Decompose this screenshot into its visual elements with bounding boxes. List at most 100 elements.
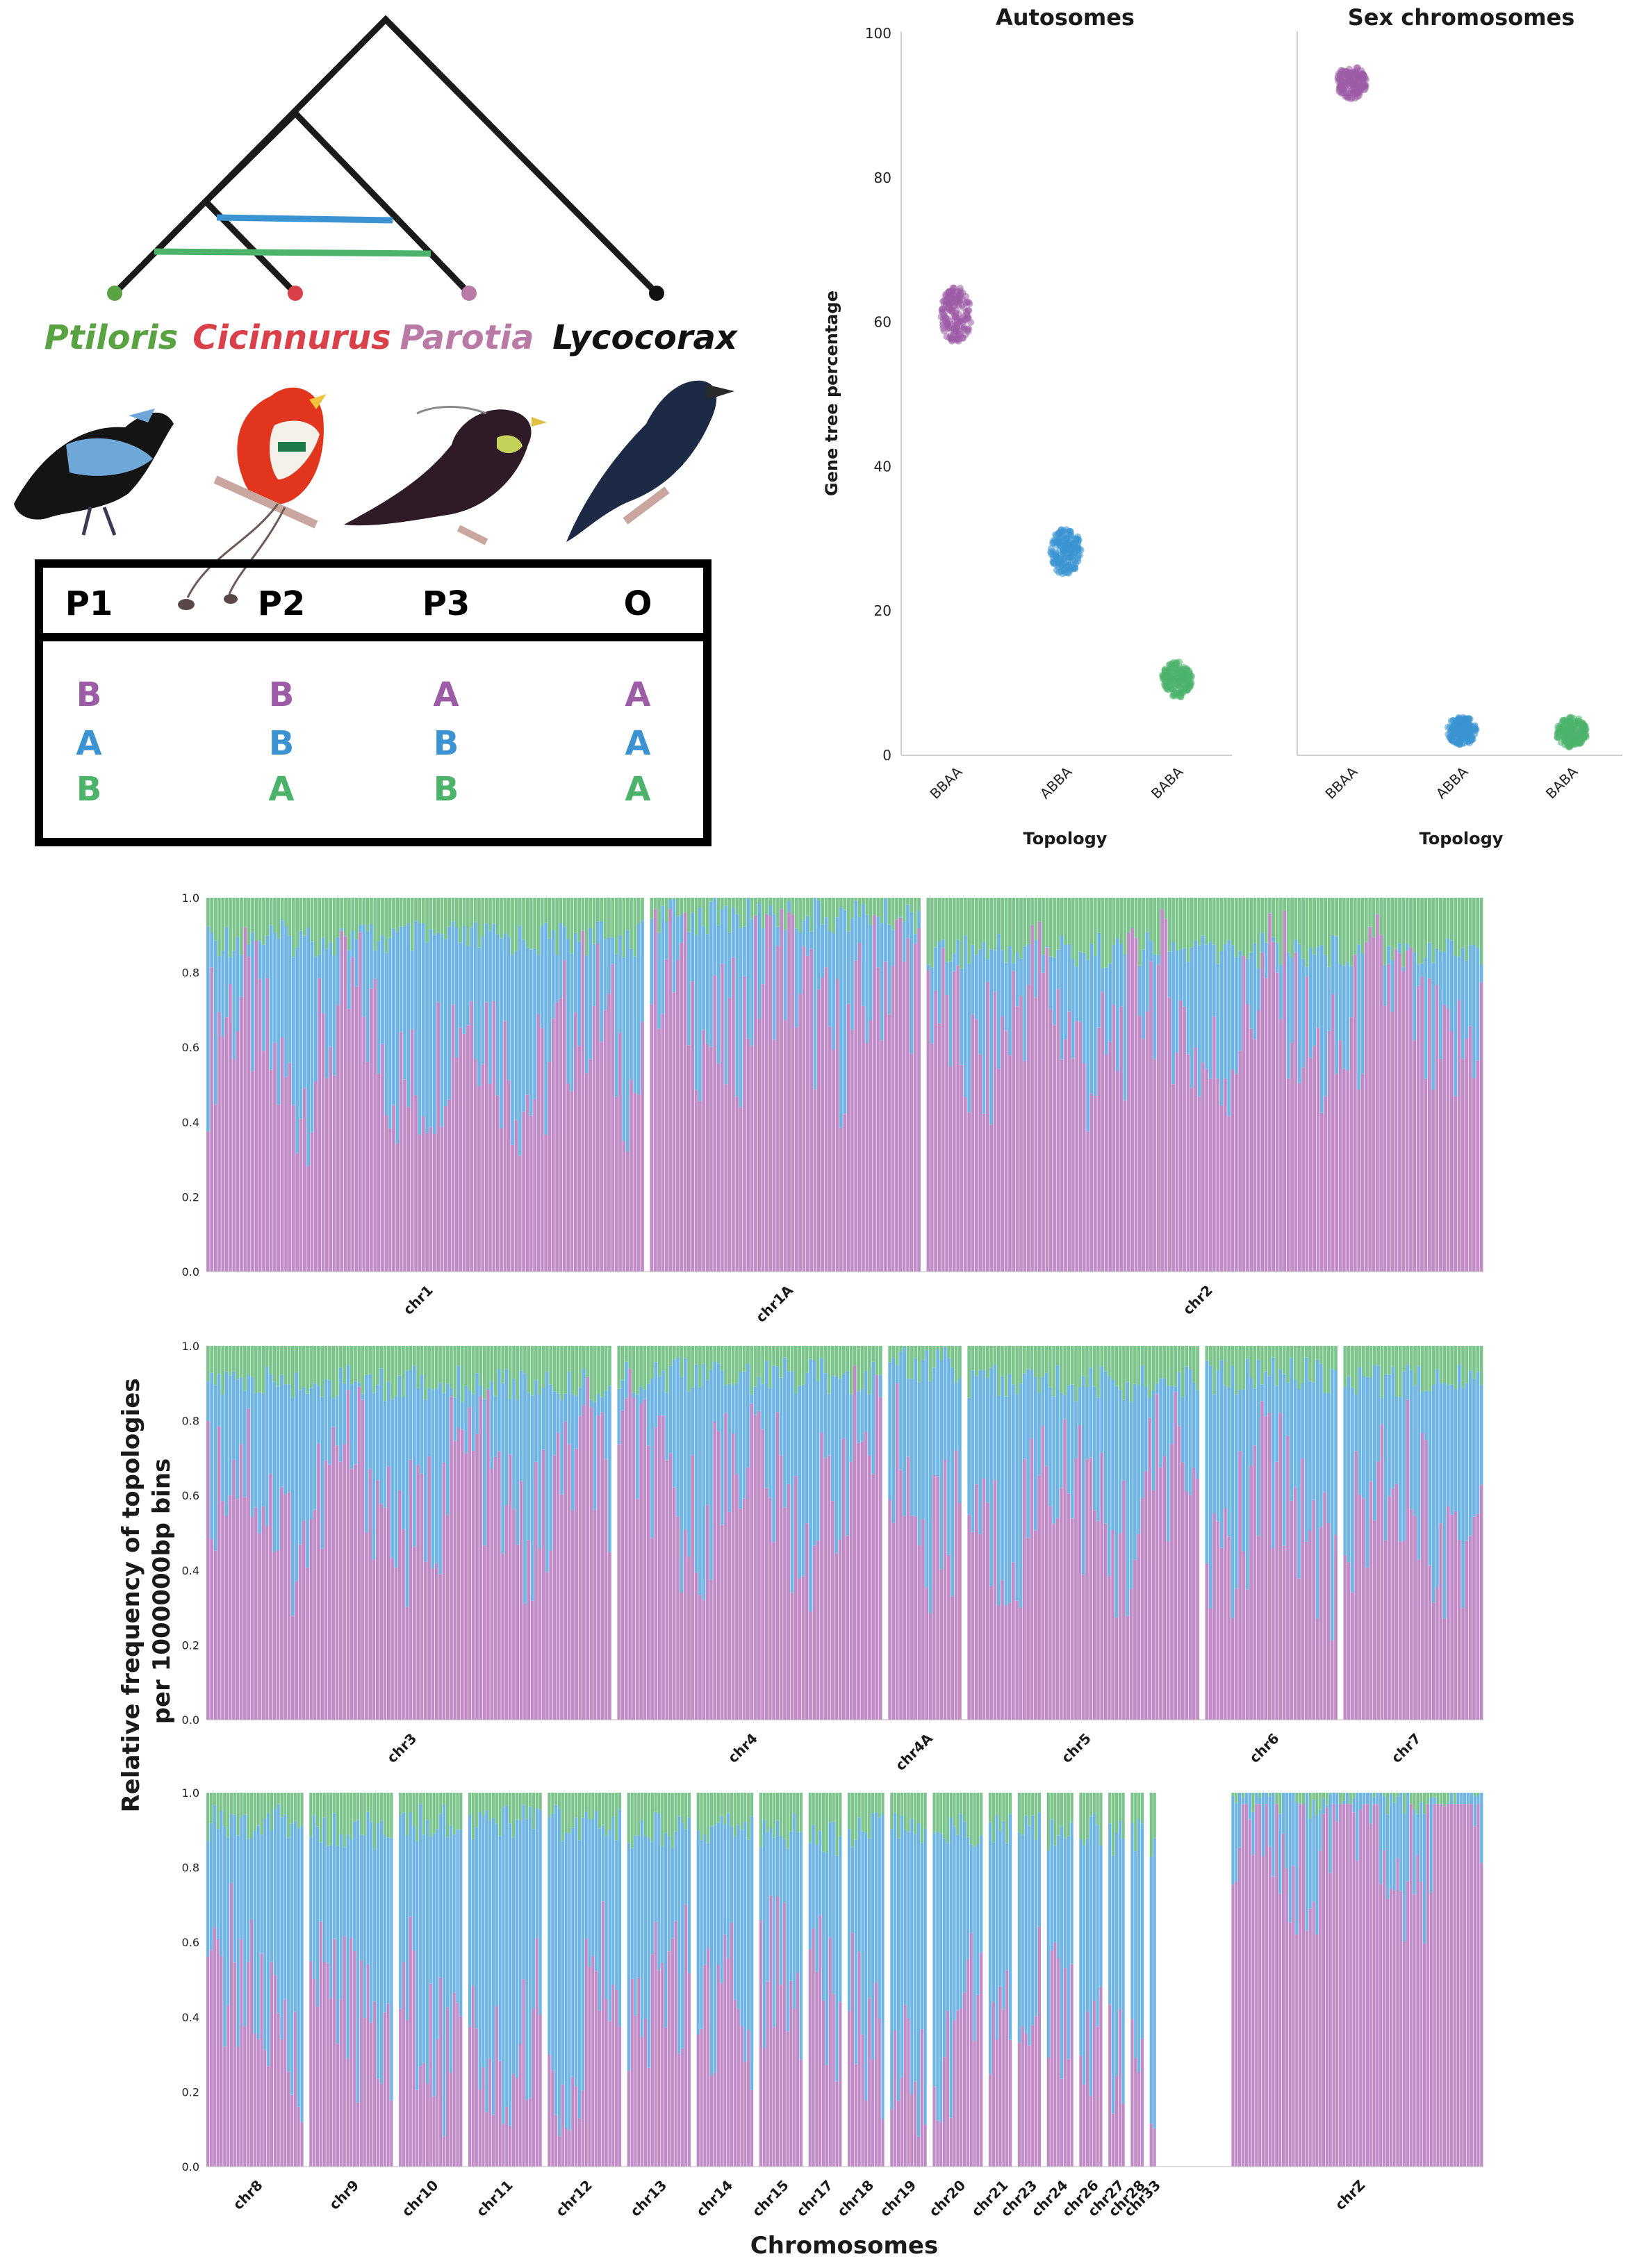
bin-bbaa — [1308, 1058, 1313, 1272]
bin-bar — [894, 1793, 897, 2167]
bin-bar — [402, 1793, 406, 2167]
bin-abba — [948, 961, 953, 1067]
bin-abba — [536, 955, 541, 1014]
bin-baba — [1192, 1346, 1196, 1383]
bin-abba — [269, 1374, 272, 1474]
bin-abba — [253, 1830, 256, 2034]
bin-bar — [253, 1793, 256, 2167]
bin-bbaa — [796, 1973, 800, 2167]
bin-bbaa — [481, 1064, 485, 1272]
bin-baba — [739, 898, 743, 928]
bin-abba — [432, 935, 436, 1134]
bin-bbaa — [1476, 1513, 1480, 1720]
bin-bbaa — [577, 2118, 582, 2167]
bin-abba — [1331, 935, 1335, 994]
bin-bbaa — [1361, 1498, 1365, 1720]
bin-abba — [1002, 1821, 1005, 2010]
bin-bbaa — [943, 1459, 947, 1720]
bin-bbaa — [247, 1962, 250, 2167]
bin-bbaa — [577, 1046, 582, 1272]
bin-bar — [731, 1346, 735, 1720]
bin-baba — [206, 898, 210, 927]
bin-abba — [438, 1383, 442, 1575]
bin-bar — [1431, 1346, 1436, 1720]
bin-bar — [247, 898, 251, 1272]
bin-abba — [1238, 1793, 1242, 1848]
bin-baba — [838, 1346, 842, 1379]
bin-abba — [213, 1805, 216, 1928]
bin-baba — [1008, 898, 1012, 946]
bin-bar — [962, 1793, 966, 2167]
bin-bbaa — [1424, 1078, 1428, 1272]
bin-bar — [1030, 1346, 1034, 1720]
bin-baba — [1278, 1346, 1283, 1370]
bin-bar — [1305, 1793, 1308, 2167]
bin-bar — [1241, 1793, 1245, 2167]
bin-baba — [1060, 1793, 1064, 1827]
bin-bbaa — [1308, 1531, 1312, 1720]
bin-baba — [1450, 1346, 1454, 1385]
bin-bbaa — [834, 1553, 839, 1720]
bin-bbaa — [1427, 978, 1431, 1272]
bin-bar — [1328, 1793, 1332, 2167]
bin-bar — [532, 1793, 536, 2167]
bin-bbaa — [373, 978, 377, 1272]
bin-bbaa — [217, 1426, 221, 1720]
bin-bbaa — [586, 1377, 589, 1720]
point — [1074, 545, 1082, 553]
bin-bar — [1093, 898, 1097, 1272]
bin-bar — [545, 1346, 549, 1720]
bin-baba — [1130, 898, 1135, 928]
bin-bar — [691, 1346, 695, 1720]
bin-bbaa — [664, 959, 668, 1272]
bin-baba — [1144, 1346, 1148, 1387]
bin-bar — [484, 898, 488, 1272]
bin-bar — [890, 1793, 894, 2167]
bin-bbaa — [1197, 1096, 1201, 1272]
bin-baba — [733, 1793, 737, 1837]
bin-baba — [765, 898, 768, 914]
bin-bbaa — [210, 967, 214, 1272]
bin-bar — [518, 1793, 522, 2167]
bin-abba — [974, 955, 978, 1020]
bin-bbaa — [300, 2121, 304, 2167]
chromosome-label: chr4A — [892, 1729, 937, 1774]
bin-bar — [1297, 898, 1301, 1272]
bin-bbaa — [497, 1451, 501, 1720]
bin-bar — [291, 898, 295, 1272]
bin-baba — [1053, 1793, 1057, 1846]
bin-bbaa — [1282, 1545, 1286, 1720]
bin-bar — [603, 898, 607, 1272]
bin-baba — [1196, 1346, 1199, 1390]
bin-abba — [343, 1847, 346, 1937]
bin-bar — [661, 1346, 665, 1720]
bin-abba — [815, 1844, 818, 1972]
bin-baba — [1085, 1793, 1089, 1839]
bin-bbaa — [1399, 1542, 1402, 1720]
bin-abba — [591, 1818, 595, 1956]
point — [1577, 721, 1585, 728]
bin-bar — [466, 898, 470, 1272]
bin-bbaa — [732, 957, 735, 1272]
bin-bbaa — [963, 1097, 967, 1272]
bin-bbaa — [381, 1044, 384, 1272]
bin-bbaa — [256, 2039, 260, 2167]
bin-baba — [757, 898, 762, 903]
bin-baba — [339, 1793, 343, 1834]
bin-bbaa — [672, 992, 676, 1272]
bin-baba — [1212, 1346, 1216, 1395]
bin-baba — [267, 1793, 270, 1814]
bin-bbaa — [1268, 913, 1272, 1272]
bin-baba — [907, 1793, 910, 1832]
bin-abba — [284, 926, 288, 1077]
bin-abba — [221, 1395, 224, 1502]
bin-abba — [996, 1395, 1001, 1606]
bin-bbaa — [1133, 1559, 1137, 1720]
bin-baba — [297, 1793, 300, 1829]
bin-abba — [425, 942, 429, 1133]
bin-baba — [283, 1793, 287, 1815]
bin-abba — [1155, 1383, 1159, 1395]
bin-baba — [329, 1793, 333, 1846]
bin-abba — [1060, 935, 1064, 1060]
bin-baba — [1454, 1346, 1458, 1389]
